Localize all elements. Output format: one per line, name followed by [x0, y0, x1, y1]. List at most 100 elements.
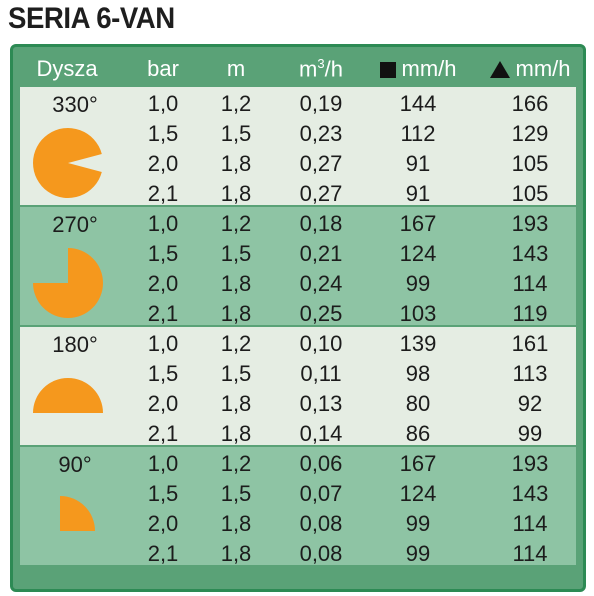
- radius-cell: 1,2: [220, 91, 252, 116]
- radius-cell: 1,8: [220, 511, 252, 536]
- radius-cell: 1,5: [220, 361, 252, 386]
- section-180-degree: 180° 1,0 1,2 0,10 139 161 1,5 1,5 0,11 98 113 2,0 1,…: [20, 327, 576, 448]
- pressure-cell: 2,1: [147, 181, 179, 206]
- header-flow: m3/h: [299, 56, 343, 82]
- table-row: 1,0 1,2 0,18 167 193: [20, 208, 576, 238]
- triangle-rate-cell: 143: [511, 241, 549, 266]
- square-rate-cell: 103: [399, 301, 437, 326]
- angle-label: 270°: [52, 212, 98, 237]
- section-90-degree: 90° 1,0 1,2 0,06 167 193 1,5 1,5 0,07 124 143 2,0 1,…: [20, 447, 576, 568]
- radius-cell: 1,8: [220, 151, 252, 176]
- triangle-rate-cell: 143: [511, 481, 549, 506]
- table-row: 2,0 1,8 0,24 99 114: [20, 268, 576, 298]
- pressure-cell: 1,5: [147, 121, 179, 146]
- section-330-degree: 330° 1,0 1,2 0,19 144 166 1,5 1,5 0,23 112 129 2,0 1…: [20, 87, 576, 208]
- radius-cell: 1,8: [220, 271, 252, 296]
- pressure-cell: 1,0: [147, 451, 179, 476]
- table-row: 2,1 1,8 0,14 86 99: [20, 418, 576, 448]
- triangle-rate-cell: 113: [512, 361, 548, 386]
- radius-cell: 1,2: [220, 331, 252, 356]
- radius-cell: 1,8: [220, 391, 252, 416]
- header-square-rate: mm/h: [363, 56, 473, 82]
- triangle-icon: [489, 61, 510, 78]
- pressure-cell: 2,0: [147, 151, 179, 176]
- triangle-rate-cell: 114: [512, 511, 548, 536]
- triangle-rate-cell: 161: [511, 331, 549, 356]
- flow-cell: 0,07: [299, 481, 343, 506]
- square-rate-cell: 80: [405, 391, 431, 416]
- flow-cell: 0,25: [299, 301, 343, 326]
- section-270-degree: 270° 1,0 1,2 0,18 167 193 1,5 1,5 0,21 124 143 2,0 1…: [20, 207, 576, 326]
- triangle-rate-cell: 114: [512, 271, 548, 296]
- table-header: Dysza bar m m3/h mm/h mm/h: [13, 47, 583, 87]
- pressure-cell: 1,5: [147, 361, 179, 386]
- square-rate-cell: 99: [405, 541, 431, 566]
- 330-degree-sector-icon: [33, 128, 102, 198]
- page-title: SERIA 6-VAN: [8, 2, 175, 35]
- spray-pattern-shape: [33, 128, 102, 198]
- triangle-rate-cell: 119: [512, 301, 548, 326]
- triangle-rate-cell: 105: [511, 181, 549, 206]
- table-row: 1,5 1,5 0,11 98 113: [20, 358, 576, 388]
- spray-pattern-shape: [33, 248, 103, 318]
- square-rate-cell: 124: [399, 481, 437, 506]
- pressure-cell: 2,0: [147, 391, 179, 416]
- radius-cell: 1,5: [220, 241, 252, 266]
- flow-cell: 0,14: [299, 421, 343, 446]
- pressure-cell: 1,5: [147, 481, 179, 506]
- table-row: 1,0 1,2 0,10 139 161: [20, 328, 576, 358]
- table-row: 2,0 1,8 0,08 99 114: [20, 508, 576, 538]
- pressure-cell: 1,5: [147, 241, 179, 266]
- header-nozzle: Dysza: [36, 56, 98, 81]
- flow-cell: 0,27: [299, 151, 343, 176]
- flow-cell: 0,23: [299, 121, 343, 146]
- pressure-cell: 2,1: [147, 301, 179, 326]
- pressure-cell: 2,0: [147, 511, 179, 536]
- pressure-cell: 2,1: [147, 421, 179, 446]
- table-row: 2,0 1,8 0,27 91 105: [20, 148, 576, 178]
- table-row: 2,1 1,8 0,08 99 114: [20, 538, 576, 568]
- triangle-rate-cell: 193: [511, 451, 549, 476]
- pressure-cell: 1,0: [147, 331, 179, 356]
- flow-cell: 0,27: [299, 181, 343, 206]
- nozzle-table: Dysza bar m m3/h mm/h mm/h 330° 1,0 1,2 0,1…: [10, 44, 586, 592]
- triangle-rate-cell: 105: [511, 151, 549, 176]
- angle-label: 180°: [52, 332, 98, 357]
- header-pressure: bar: [147, 56, 179, 81]
- radius-cell: 1,2: [220, 211, 252, 236]
- square-rate-cell: 124: [399, 241, 437, 266]
- radius-cell: 1,8: [220, 181, 252, 206]
- table-row: 1,5 1,5 0,23 112 129: [20, 118, 576, 148]
- triangle-rate-cell: 92: [517, 391, 543, 416]
- triangle-rate-cell: 193: [511, 211, 549, 236]
- radius-cell: 1,5: [220, 121, 252, 146]
- square-rate-cell: 99: [405, 271, 431, 296]
- flow-cell: 0,10: [299, 331, 343, 356]
- square-rate-cell: 98: [405, 361, 431, 386]
- table-row: 1,0 1,2 0,06 167 193: [20, 448, 576, 478]
- square-icon: [379, 62, 396, 78]
- pressure-cell: 1,0: [147, 211, 179, 236]
- 90-degree-sector-icon: [60, 496, 95, 531]
- square-rate-cell: 86: [405, 421, 431, 446]
- triangle-rate-cell: 129: [511, 121, 549, 146]
- 270-degree-sector-icon: [33, 248, 103, 318]
- flow-cell: 0,11: [300, 361, 342, 386]
- table-row: 2,1 1,8 0,27 91 105: [20, 178, 576, 208]
- 180-degree-sector-icon: [33, 378, 103, 413]
- square-rate-cell: 144: [399, 91, 437, 116]
- flow-cell: 0,06: [299, 451, 343, 476]
- square-rate-cell: 112: [400, 121, 436, 146]
- table-row: 1,5 1,5 0,07 124 143: [20, 478, 576, 508]
- flow-cell: 0,19: [299, 91, 343, 116]
- flow-cell: 0,08: [299, 511, 343, 536]
- flow-cell: 0,24: [299, 271, 343, 296]
- square-rate-cell: 99: [405, 511, 431, 536]
- angle-label: 90°: [58, 452, 92, 477]
- spray-pattern-shape: [60, 496, 95, 531]
- square-rate-cell: 139: [399, 331, 437, 356]
- radius-cell: 1,2: [220, 451, 252, 476]
- square-rate-cell: 91: [405, 181, 431, 206]
- header-triangle-rate: mm/h: [475, 56, 583, 82]
- pressure-cell: 1,0: [147, 91, 179, 116]
